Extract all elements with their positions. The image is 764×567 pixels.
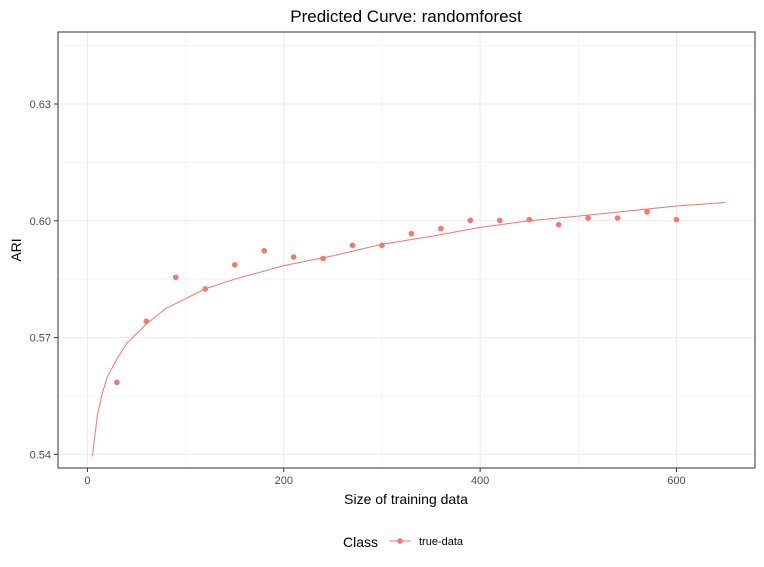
data-point [408, 230, 415, 237]
y-tick-label: 0.57 [30, 333, 51, 345]
data-point [526, 216, 533, 223]
data-point [261, 247, 267, 254]
data-point [673, 216, 680, 223]
legend-title: Class [343, 534, 378, 550]
fitted-curve-line [91, 202, 726, 457]
major-gridlines [58, 32, 755, 468]
data-point [114, 379, 120, 386]
legend-key-point [397, 538, 403, 544]
y-tick-label: 0.63 [30, 99, 51, 111]
data-point [231, 261, 238, 268]
y-tick-label: 0.60 [30, 216, 51, 228]
data-point [496, 217, 503, 224]
data-point [379, 242, 385, 249]
data-point [173, 274, 179, 281]
data-point [202, 286, 209, 292]
data-point [585, 215, 591, 221]
data-point [290, 254, 297, 260]
x-tick-label: 0 [84, 475, 90, 487]
x-tick-label: 200 [275, 475, 293, 487]
x-axis: 0 200 400 600 [84, 468, 686, 487]
y-axis: 0.54 0.57 0.60 0.63 [30, 99, 58, 461]
plot-panel-border [57, 31, 756, 469]
legend-entry-label: true-data [419, 536, 464, 548]
data-point [143, 318, 150, 325]
minor-gridlines [58, 32, 755, 468]
x-tick-label: 600 [667, 475, 685, 487]
y-axis-title: ARI [8, 238, 24, 261]
legend: Class true-data [343, 534, 464, 550]
data-point [614, 215, 621, 221]
data-point [555, 221, 562, 228]
x-tick-label: 400 [471, 475, 489, 487]
fitted-curve [91, 202, 726, 457]
data-point [467, 217, 474, 224]
data-point [644, 209, 650, 215]
data-point [349, 242, 356, 249]
data-points [114, 209, 680, 386]
data-point [320, 255, 326, 262]
data-point [438, 225, 444, 232]
y-tick-label: 0.54 [30, 449, 51, 461]
chart-title: Predicted Curve: randomforest [290, 7, 522, 26]
x-axis-title: Size of training data [344, 491, 468, 507]
